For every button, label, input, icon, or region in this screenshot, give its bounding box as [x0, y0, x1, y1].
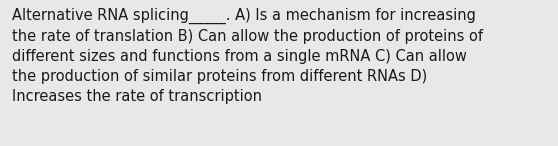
Text: Alternative RNA splicing_____. A) Is a mechanism for increasing
the rate of tran: Alternative RNA splicing_____. A) Is a m…	[12, 7, 483, 104]
